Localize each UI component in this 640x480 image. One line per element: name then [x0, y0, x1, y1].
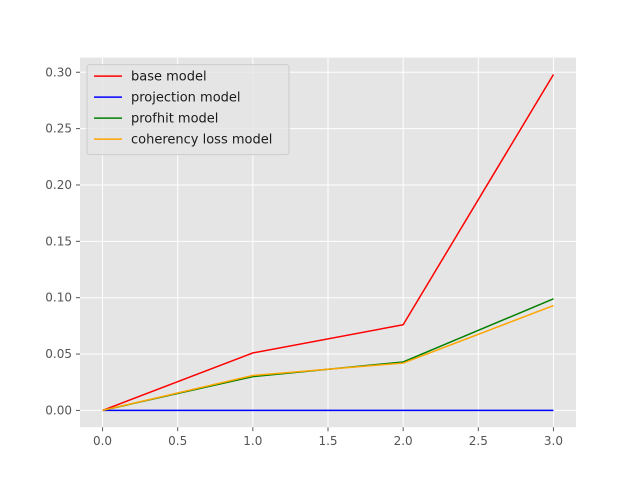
y-tick-label: 0.10 — [45, 291, 72, 305]
series-line-coherency-loss-model — [102, 304, 554, 412]
x-tick-label: 0.5 — [168, 434, 187, 448]
legend-label-coherency-loss-model: coherency loss model — [131, 133, 272, 148]
legend-box — [86, 64, 290, 156]
y-tick-label: 0.30 — [45, 65, 72, 79]
x-tick-label: 1.0 — [243, 434, 262, 448]
series-lines — [102, 74, 555, 412]
x-tick-label: 2.0 — [394, 434, 413, 448]
y-axis: 0.00 0.05 0.10 0.15 0.20 0.25 0.30 — [45, 65, 80, 417]
x-tick-label: 3.0 — [544, 434, 563, 448]
legend-label-profhit-model: profhit model — [131, 112, 218, 127]
y-tick-label: 0.15 — [45, 234, 72, 248]
y-tick-label: 0.00 — [45, 403, 72, 417]
legend: base model projection model profhit model c… — [86, 64, 290, 156]
series-line-base-model — [102, 74, 555, 412]
x-tick-label: 0.0 — [93, 434, 112, 448]
x-tick-label: 2.5 — [469, 434, 488, 448]
y-tick-label: 0.05 — [45, 347, 72, 361]
x-axis: 0.0 0.5 1.0 1.5 2.0 2.5 3.0 — [93, 427, 563, 448]
x-tick-label: 1.5 — [318, 434, 337, 448]
legend-label-projection-model: projection model — [131, 91, 241, 106]
y-tick-label: 0.20 — [45, 178, 72, 192]
legend-label-base-model: base model — [131, 70, 207, 85]
y-tick-label: 0.25 — [45, 122, 72, 136]
